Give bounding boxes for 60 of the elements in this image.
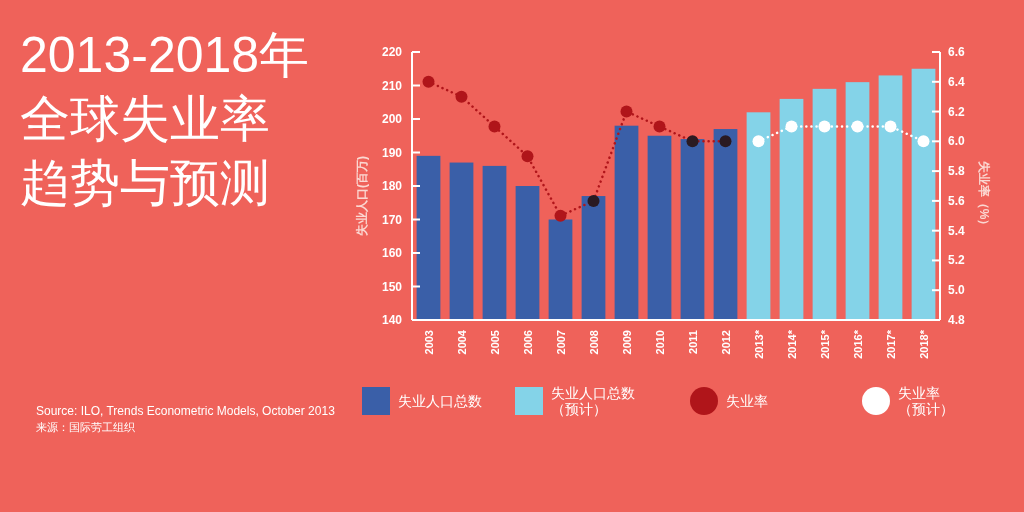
point <box>752 135 765 148</box>
legend-label: 失业率 <box>726 393 768 409</box>
point <box>917 135 930 148</box>
y2-tick-label: 6.0 <box>948 134 966 149</box>
x-tick-label: 2007 <box>554 330 567 355</box>
legend-label: 失业人口总数 <box>398 393 482 409</box>
point <box>587 194 600 207</box>
text: 2013-2018年全球失业率趋势与预测 <box>20 27 310 211</box>
source-note: 来源：国际劳工组织 <box>36 421 135 433</box>
y-tick-label: 210 <box>381 78 403 93</box>
x-tick-label: 2004 <box>455 329 468 355</box>
point <box>785 120 798 133</box>
y-tick-label: 200 <box>381 112 403 126</box>
x-tick-label: 2016* <box>851 329 864 359</box>
y2-tick-label: 4.8 <box>948 313 966 327</box>
point <box>554 209 567 222</box>
point <box>488 120 501 133</box>
legend-label: 失业率（预计） <box>898 385 954 417</box>
x-tick-label: 2015* <box>818 329 831 359</box>
y2-tick-label: 5.2 <box>948 253 966 268</box>
x-tick-label: 2017* <box>884 329 897 359</box>
legend-label: 失业人口总数（预计） <box>551 385 635 417</box>
source-note: Source: ILO, Trends Econometric Models, October 2013 <box>36 404 336 418</box>
point <box>884 120 897 133</box>
x-tick-label: 2014* <box>785 329 798 359</box>
point <box>719 135 732 148</box>
x-tick-label: 2013* <box>752 329 765 359</box>
y-tick-label: 190 <box>381 145 403 160</box>
y2-tick-label: 6.6 <box>948 45 966 59</box>
y2-tick-label: 5.4 <box>948 223 966 238</box>
x-tick-label: 2010 <box>653 330 666 355</box>
point <box>422 75 435 88</box>
point <box>455 90 468 103</box>
point <box>851 120 864 133</box>
x-tick-label: 2006 <box>521 330 534 355</box>
y-tick-label: 220 <box>381 45 403 59</box>
y-tick-label: 160 <box>381 246 403 260</box>
point <box>818 120 831 133</box>
y2-tick-label: 5.0 <box>948 283 966 298</box>
x-tick-label: 2018* <box>917 329 930 359</box>
x-tick-label: 2008 <box>587 330 600 355</box>
x-tick-label: 2005 <box>488 330 501 355</box>
x-tick-label: 2009 <box>620 330 633 355</box>
y-axis-title: 失业人口(百万) <box>355 156 369 236</box>
x-tick-label: 2003 <box>422 330 435 355</box>
x-tick-label: 2012 <box>719 330 732 355</box>
point <box>686 135 699 148</box>
y2-tick-label: 6.4 <box>948 74 966 89</box>
point <box>521 150 534 163</box>
y2-tick-label: 5.6 <box>948 193 966 208</box>
point <box>653 120 666 133</box>
y-tick-label: 170 <box>381 212 403 227</box>
y2-tick-label: 5.8 <box>948 164 966 179</box>
x-tick-label: 2011 <box>686 330 699 354</box>
point <box>620 105 633 118</box>
y-tick-label: 140 <box>381 313 403 327</box>
y2-axis-title: 失业率（%） <box>977 160 991 232</box>
y2-tick-label: 6.2 <box>948 104 966 119</box>
y-tick-label: 180 <box>381 179 403 193</box>
y-tick-label: 150 <box>381 279 403 294</box>
